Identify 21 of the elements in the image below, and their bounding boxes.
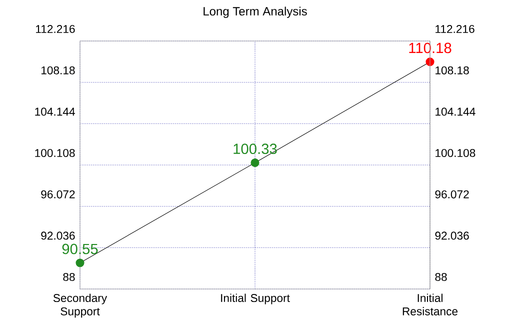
y-tick-label: 104.144 xyxy=(35,108,75,116)
y2-tick-label: 100.108 xyxy=(436,149,476,158)
y2-tick-label: 92.036 xyxy=(435,232,469,240)
y-tick-label: 100.108 xyxy=(35,149,75,158)
y-tick-label: 112.216 xyxy=(36,25,75,34)
y2-tick-label: 104.144 xyxy=(436,108,476,116)
y-tick-label: 88 xyxy=(63,273,75,282)
y-tick-label: 108.18 xyxy=(41,66,75,74)
x-tick-label: Initial Resistance xyxy=(402,294,458,316)
y2-tick-label: 108.18 xyxy=(436,66,469,74)
y2-tick-label: 96.072 xyxy=(435,190,469,198)
x-tick-label: Initial Support xyxy=(221,294,290,304)
data-label: 110.18 xyxy=(409,42,452,54)
y2-tick-label: 88 xyxy=(435,273,447,282)
x-tick-label: Secondary Support xyxy=(53,294,108,318)
chart-title: Long Term Analysis xyxy=(204,6,307,18)
data-label: 100.33 xyxy=(234,144,277,154)
y-tick-label: 96.072 xyxy=(41,190,75,198)
y-tick-label: 92.036 xyxy=(41,232,75,240)
y2-tick-label: 112.216 xyxy=(436,25,474,34)
data-label: 90.55 xyxy=(62,244,98,254)
